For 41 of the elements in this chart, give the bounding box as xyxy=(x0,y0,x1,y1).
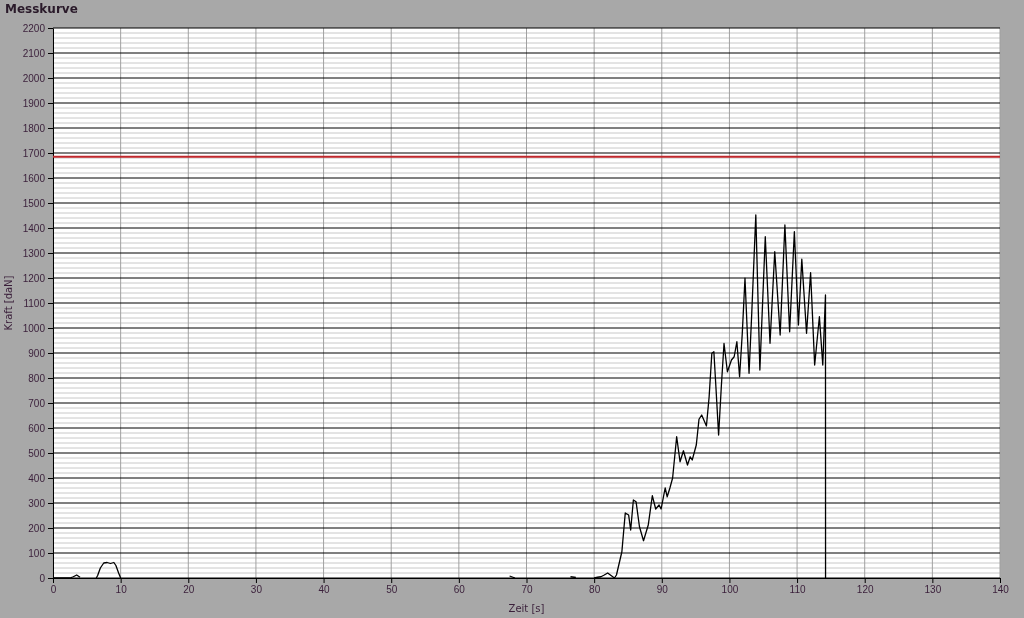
x-tick-label: 10 xyxy=(115,584,128,596)
y-tick-label: 900 xyxy=(28,347,46,359)
y-tick-label: 800 xyxy=(28,372,46,384)
x-tick-label: 130 xyxy=(924,584,942,596)
x-tick-label: 100 xyxy=(721,584,739,596)
x-tick-label: 90 xyxy=(656,584,669,596)
x-tick-label: 70 xyxy=(521,584,533,596)
y-tick-label: 600 xyxy=(28,422,46,434)
x-tick-label: 140 xyxy=(992,584,1010,596)
y-tick-label: 0 xyxy=(39,572,46,584)
y-tick-label: 700 xyxy=(28,397,46,409)
y-tick-label: 1800 xyxy=(22,122,46,134)
y-tick-label: 2200 xyxy=(22,22,46,34)
x-tick-label: 120 xyxy=(856,584,874,596)
y-tick-label: 2100 xyxy=(22,47,46,59)
y-tick-label: 500 xyxy=(28,447,46,459)
x-tick-label: 30 xyxy=(250,584,263,596)
x-tick-label: 0 xyxy=(50,584,57,596)
y-tick-label: 1700 xyxy=(22,147,46,159)
y-tick-label: 200 xyxy=(28,522,46,534)
y-tick-label: 100 xyxy=(28,547,46,559)
y-tick-label: 1200 xyxy=(22,272,46,284)
x-tick-label: 60 xyxy=(453,584,466,596)
x-tick-label: 110 xyxy=(789,584,806,596)
x-tick-label: 20 xyxy=(183,584,195,596)
y-tick-label: 1600 xyxy=(22,172,46,184)
y-tick-label: 2000 xyxy=(22,72,46,84)
y-tick-label: 1000 xyxy=(22,322,46,334)
y-tick-label: 1500 xyxy=(22,197,46,209)
y-axis-title: Kraft [daN] xyxy=(3,275,14,331)
y-tick-label: 1100 xyxy=(23,297,46,309)
x-tick-label: 50 xyxy=(386,584,398,596)
y-tick-label: 1900 xyxy=(22,97,46,109)
y-tick-label: 400 xyxy=(28,472,46,484)
y-tick-label: 300 xyxy=(28,497,46,509)
y-tick-label: 1300 xyxy=(22,247,46,259)
x-tick-label: 80 xyxy=(589,584,601,596)
x-axis-title: Zeit [s] xyxy=(508,603,545,614)
x-tick-label: 40 xyxy=(318,584,331,596)
chart-title: Messkurve xyxy=(5,2,78,16)
y-tick-label: 1400 xyxy=(22,222,46,234)
